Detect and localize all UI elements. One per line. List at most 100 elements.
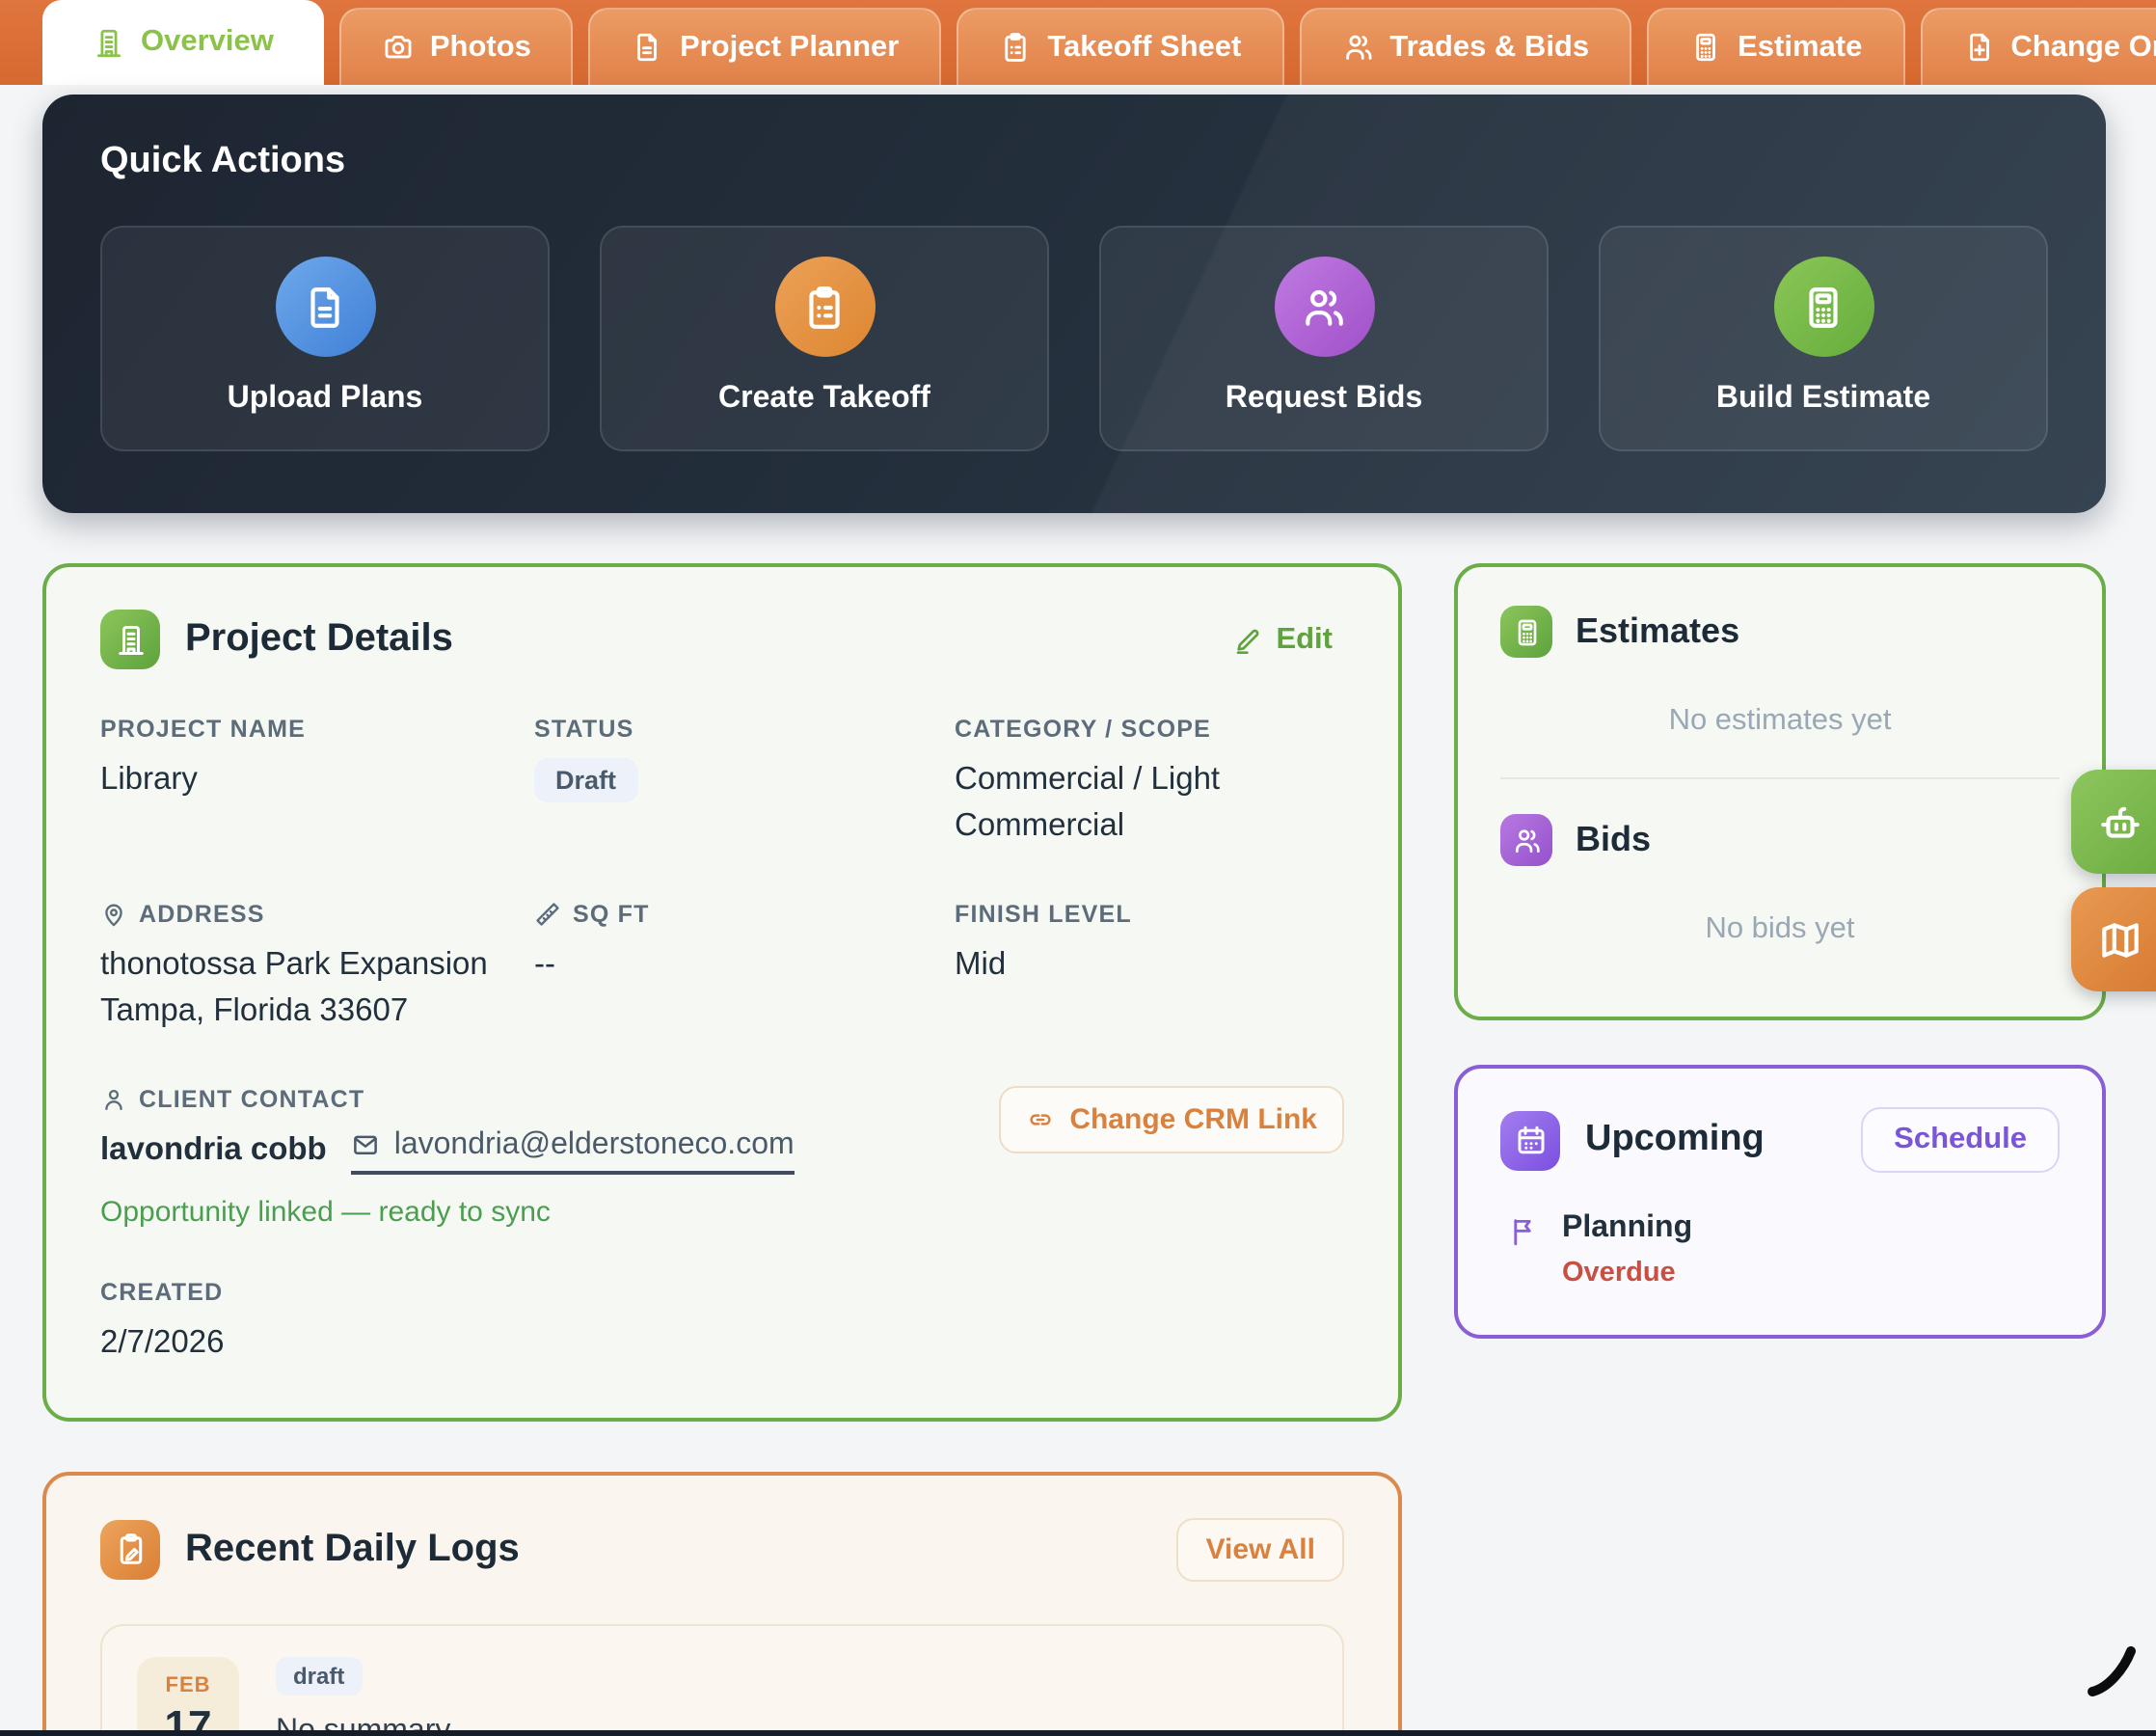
crm-sync-note: Opportunity linked — ready to sync xyxy=(100,1195,551,1229)
camera-icon xyxy=(382,31,415,64)
log-entry[interactable]: FEB 17 draft No summary 0 crew xyxy=(100,1623,1344,1736)
clipboard-pen-icon xyxy=(100,1519,160,1580)
calculator-icon xyxy=(1689,31,1722,64)
clipboard-icon xyxy=(774,257,875,357)
log-month: FEB xyxy=(165,1673,211,1697)
calendar-icon xyxy=(1500,1110,1560,1170)
field-client-contact: CLIENT CONTACT lavondria cobb lavondria@… xyxy=(100,1085,795,1228)
field-value: 2/7/2026 xyxy=(100,1324,225,1360)
field-sqft: SQ FT -- xyxy=(534,901,955,1036)
field-finish-level: FINISH LEVEL Mid xyxy=(955,901,1344,1036)
schedule-button[interactable]: Schedule xyxy=(1861,1107,2060,1173)
tab-label: Trades & Bids xyxy=(1389,30,1590,63)
daily-logs-title: Recent Daily Logs xyxy=(185,1527,520,1570)
upcoming-header: Upcoming Schedule xyxy=(1500,1107,2060,1173)
link-icon xyxy=(1025,1104,1054,1133)
building-icon xyxy=(93,26,125,59)
tab-label: Photos xyxy=(429,30,531,63)
tab-trades-bids[interactable]: Trades & Bids xyxy=(1299,8,1632,85)
user-icon xyxy=(100,1085,127,1112)
users-icon xyxy=(1341,31,1374,64)
quick-action-label: Request Bids xyxy=(1225,382,1423,415)
field-status: STATUS Draft xyxy=(534,716,955,851)
edit-button[interactable]: Edit xyxy=(1220,620,1344,659)
mail-icon xyxy=(352,1130,381,1159)
field-project-name: PROJECT NAME Library xyxy=(100,716,534,851)
calculator-icon xyxy=(1500,606,1552,658)
quick-actions-row: Upload Plans Create Takeoff Request Bids… xyxy=(100,226,2048,451)
map-pin-icon xyxy=(100,901,127,928)
field-value: Mid xyxy=(955,946,1007,982)
quick-actions-panel: Quick Actions Upload Plans Create Takeof… xyxy=(42,95,2106,513)
tab-photos[interactable]: Photos xyxy=(338,8,574,85)
ruler-icon xyxy=(534,901,561,928)
quick-actions-title: Quick Actions xyxy=(100,141,346,181)
ai-assistant-button[interactable] xyxy=(2071,770,2156,874)
field-label: FINISH LEVEL xyxy=(955,900,1132,928)
quick-action-label: Build Estimate xyxy=(1715,382,1931,415)
file-text-icon xyxy=(275,257,375,357)
upload-plans-button[interactable]: Upload Plans xyxy=(100,226,550,451)
upcoming-item-body: Planning Overdue xyxy=(1562,1211,1692,1288)
map-button[interactable] xyxy=(2071,887,2156,991)
estimates-empty-state: No estimates yet xyxy=(1668,704,1892,737)
field-label: CLIENT CONTACT xyxy=(100,1085,795,1112)
log-body: draft No summary 0 crew 0 photos xyxy=(276,1656,578,1736)
upcoming-card: Upcoming Schedule Planning Overdue xyxy=(1454,1065,2106,1339)
project-details-header: Project Details Edit xyxy=(100,610,1344,669)
client-email-link[interactable]: lavondria@elderstoneco.com xyxy=(393,1127,795,1161)
estimates-header: Estimates xyxy=(1500,606,2060,658)
file-plus-icon xyxy=(1962,31,1995,64)
tab-takeoff-sheet[interactable]: Takeoff Sheet xyxy=(957,8,1284,85)
tab-change-orders[interactable]: Change Orders xyxy=(1920,8,2156,85)
pencil-icon xyxy=(1231,624,1262,655)
clipboard-icon xyxy=(999,31,1032,64)
field-value: -- xyxy=(534,946,555,982)
quick-action-label: Create Takeoff xyxy=(718,382,930,415)
build-estimate-button[interactable]: Build Estimate xyxy=(1599,226,2048,451)
change-crm-link-button[interactable]: Change CRM Link xyxy=(998,1085,1344,1153)
estimates-title: Estimates xyxy=(1576,611,1740,650)
view-all-button[interactable]: View All xyxy=(1176,1517,1344,1582)
request-bids-button[interactable]: Request Bids xyxy=(1099,226,1549,451)
status-badge: Draft xyxy=(534,758,638,802)
create-takeoff-button[interactable]: Create Takeoff xyxy=(600,226,1049,451)
map-icon xyxy=(2096,915,2144,963)
field-label: PROJECT NAME xyxy=(100,716,307,743)
bids-title: Bids xyxy=(1576,820,1652,858)
field-label: STATUS xyxy=(534,716,634,743)
field-label: CATEGORY / SCOPE xyxy=(955,716,1212,743)
tab-label: Takeoff Sheet xyxy=(1047,30,1242,63)
bids-header: Bids xyxy=(1500,814,2060,866)
tab-label: Project Planner xyxy=(679,30,900,63)
robot-icon xyxy=(2096,798,2144,846)
daily-logs-card: Recent Daily Logs View All FEB 17 draft … xyxy=(42,1471,1402,1736)
tab-estimate[interactable]: Estimate xyxy=(1647,8,1905,85)
field-label: SQ FT xyxy=(534,901,955,928)
project-details-card: Project Details Edit PROJECT NAME Librar… xyxy=(42,563,1402,1422)
field-label: CREATED xyxy=(100,1278,224,1306)
users-icon xyxy=(1500,814,1552,866)
field-category: CATEGORY / SCOPE Commercial / Light Comm… xyxy=(955,716,1344,851)
divider xyxy=(1500,777,2060,779)
client-contact-row: CLIENT CONTACT lavondria cobb lavondria@… xyxy=(100,1085,1344,1228)
left-column: Project Details Edit PROJECT NAME Librar… xyxy=(42,563,1402,1736)
project-details-grid: PROJECT NAME Library STATUS Draft CATEGO… xyxy=(100,716,1344,1367)
field-label: ADDRESS xyxy=(100,901,534,928)
tab-label: Overview xyxy=(141,25,274,58)
tab-label: Change Orders xyxy=(2010,30,2156,63)
client-name: lavondria cobb xyxy=(100,1132,327,1168)
upcoming-title: Upcoming xyxy=(1585,1119,1765,1159)
field-address: ADDRESS thonotossa Park Expansion Tampa,… xyxy=(100,901,534,1036)
estimates-bids-card: Estimates No estimates yet Bids No bids … xyxy=(1454,563,2106,1020)
field-value: Commercial / Light Commercial xyxy=(955,762,1221,843)
address-line-1: thonotossa Park Expansion xyxy=(100,946,488,982)
file-text-icon xyxy=(632,31,664,64)
field-created: CREATED 2/7/2026 xyxy=(100,1278,534,1367)
address-line-2: Tampa, Florida 33607 xyxy=(100,992,409,1028)
upcoming-item[interactable]: Planning Overdue xyxy=(1500,1211,2060,1288)
tab-project-planner[interactable]: Project Planner xyxy=(588,8,942,85)
upcoming-item-status: Overdue xyxy=(1562,1258,1676,1288)
tab-overview[interactable]: Overview xyxy=(42,0,324,85)
